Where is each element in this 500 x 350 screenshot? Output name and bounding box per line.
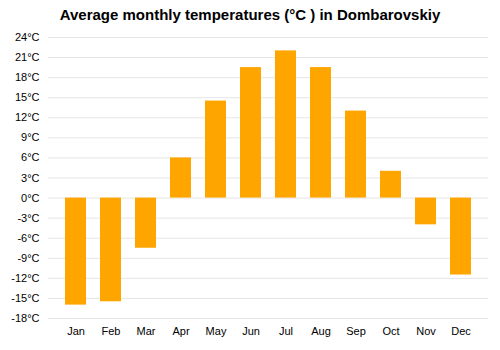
svg-text:-6°C: -6°C bbox=[17, 232, 39, 244]
svg-text:Jun: Jun bbox=[242, 325, 260, 337]
svg-text:18°C: 18°C bbox=[15, 71, 40, 83]
svg-text:-9°C: -9°C bbox=[17, 252, 39, 264]
svg-text:-18°C: -18°C bbox=[11, 312, 39, 324]
svg-text:0°C: 0°C bbox=[21, 192, 40, 204]
svg-text:Jul: Jul bbox=[279, 325, 293, 337]
svg-text:-15°C: -15°C bbox=[11, 292, 39, 304]
svg-text:Mar: Mar bbox=[137, 325, 156, 337]
svg-text:-3°C: -3°C bbox=[17, 212, 39, 224]
svg-text:-12°C: -12°C bbox=[11, 272, 39, 284]
svg-text:9°C: 9°C bbox=[21, 131, 40, 143]
svg-text:May: May bbox=[206, 325, 227, 337]
svg-text:Oct: Oct bbox=[382, 325, 399, 337]
html-text:Average monthly temperatures (: Average monthly temperatures (°C ) in Do… bbox=[59, 6, 441, 23]
svg-text:Dec: Dec bbox=[451, 325, 471, 337]
svg-text:24°C: 24°C bbox=[15, 31, 40, 43]
svg-text:Feb: Feb bbox=[102, 325, 121, 337]
svg-text:21°C: 21°C bbox=[15, 51, 40, 63]
svg-text:Apr: Apr bbox=[172, 325, 189, 337]
svg-text:Sep: Sep bbox=[346, 325, 366, 337]
svg-text:Nov: Nov bbox=[416, 325, 436, 337]
svg-text:12°C: 12°C bbox=[15, 111, 40, 123]
svg-text:Aug: Aug bbox=[311, 325, 331, 337]
svg-text:Jan: Jan bbox=[67, 325, 85, 337]
svg-text:3°C: 3°C bbox=[21, 172, 40, 184]
svg-text:15°C: 15°C bbox=[15, 91, 40, 103]
svg-text:6°C: 6°C bbox=[21, 151, 40, 163]
